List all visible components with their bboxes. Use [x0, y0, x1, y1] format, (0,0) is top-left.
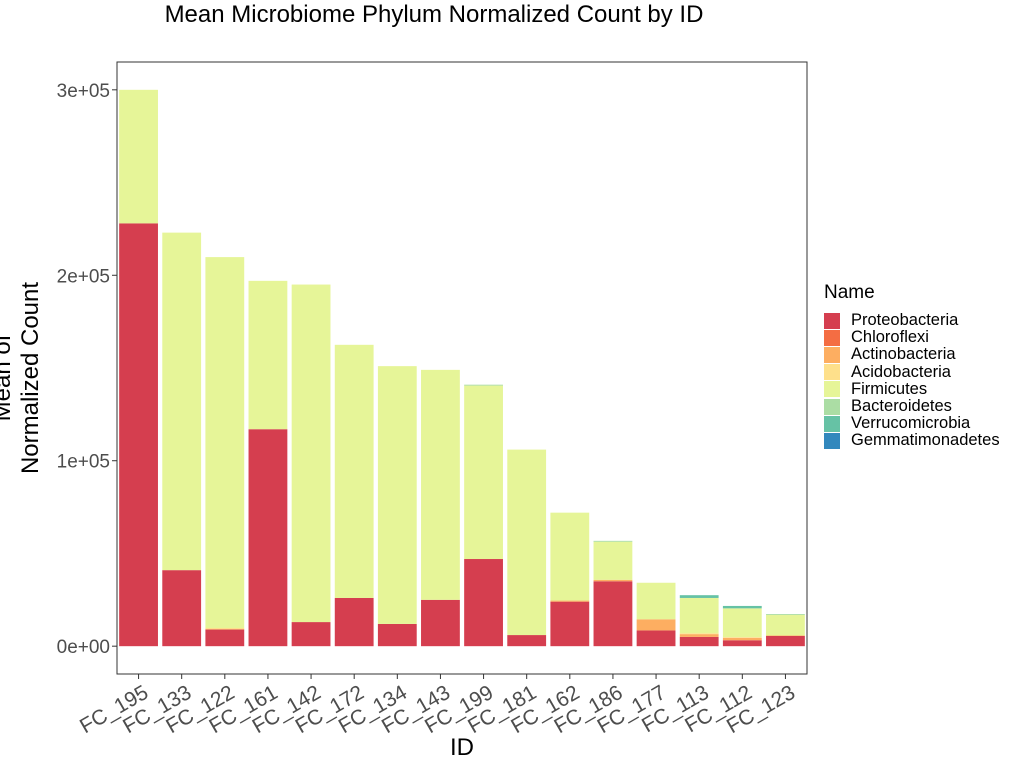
legend-item-firmicutes: Firmicutes [824, 379, 1000, 398]
panel-border [116, 61, 808, 675]
legend-label: Bacteroidetes [851, 397, 952, 416]
legend-item-proteobacteria: Proteobacteria [824, 312, 1000, 329]
bar-segment-fc-123-actinobacteria [766, 635, 805, 636]
bar-segment-fc-142-firmicutes [291, 284, 331, 623]
bar-segment-fc-113-actinobacteria [679, 634, 719, 637]
bar-segment-fc-123-firmicutes [766, 615, 805, 636]
bar-segment-fc-177-firmicutes [636, 582, 676, 620]
x-axis-label: ID [450, 734, 474, 761]
bar-segment-fc-162-actinobacteria [550, 600, 590, 602]
legend-items: Proteobacteria Chloroflexi Actinobacteria A… [824, 312, 1000, 450]
y-tick-label: 2e+05 [57, 266, 110, 287]
legend-label: Proteobacteria [851, 311, 959, 330]
legend-item-acidobacteria: Acidobacteria [824, 362, 1000, 381]
chart-title: Mean Microbiome Phylum Normalized Count … [164, 1, 704, 28]
legend: Name Proteobacteria Chloroflexi Actinobact… [824, 282, 1000, 450]
bar-segment-fc-172-proteobacteria [334, 597, 374, 647]
bar-segment-fc-122-firmicutes [205, 257, 245, 629]
bar-segment-fc-134-firmicutes [377, 366, 417, 624]
bar-segment-fc-112-acidobacteria [722, 637, 762, 638]
bar-segment-fc-123-proteobacteria [766, 635, 805, 647]
bar-segment-fc-112-proteobacteria [722, 640, 762, 647]
legend-key [824, 381, 840, 398]
y-tick-label: 3e+05 [57, 81, 110, 102]
legend-label: Acidobacteria [851, 362, 951, 381]
legend-key [824, 329, 840, 346]
bar-segment-fc-112-actinobacteria [722, 637, 762, 641]
bar-segment-fc-162-proteobacteria [550, 601, 590, 647]
bar-segment-fc-172-firmicutes [334, 344, 374, 598]
bar-segment-fc-162-firmicutes [550, 512, 590, 601]
bar-segment-fc-112-firmicutes [722, 608, 762, 638]
bar-segment-fc-181-firmicutes [507, 449, 547, 636]
legend-item-actinobacteria: Actinobacteria [824, 346, 1000, 363]
y-tick-label: 0e+00 [57, 637, 110, 658]
bars-layer [119, 89, 805, 647]
bar-segment-fc-199-proteobacteria [464, 559, 503, 647]
legend-label: Verrucomicrobia [851, 414, 971, 433]
legend-title: Name [824, 282, 875, 303]
legend-key [824, 415, 840, 432]
bar-segment-fc-113-verrucomicrobia [679, 595, 719, 598]
y-axis: 0e+00 1e+05 2e+05 3e+05 [57, 81, 117, 658]
bar-segment-fc-123-bacteroidetes [766, 614, 805, 616]
legend-label: Gemmatimonadetes [851, 431, 1000, 450]
bar-segment-fc-199-firmicutes [464, 385, 503, 560]
legend-item-bacteroidetes: Bacteroidetes [824, 398, 1000, 415]
bar-segment-fc-122-proteobacteria [205, 629, 245, 647]
legend-key [824, 432, 840, 449]
bar-segment-fc-195-proteobacteria [119, 223, 158, 647]
bar-segment-fc-186-proteobacteria [593, 581, 633, 647]
x-axis: FC_195FC_133FC_122FC_161FC_142FC_172FC_1… [76, 674, 799, 738]
bar-segment-fc-143-firmicutes [421, 369, 460, 600]
bar-segment-fc-177-actinobacteria [636, 619, 676, 631]
bar-segment-fc-195-firmicutes [119, 89, 158, 224]
y-tick-label: 1e+05 [57, 452, 110, 473]
legend-item-verrucomicrobia: Verrucomicrobia [824, 415, 1000, 432]
legend-item-chloroflexi: Chloroflexi [824, 329, 1000, 346]
bar-segment-fc-133-firmicutes [162, 232, 202, 571]
bar-segment-fc-199-bacteroidetes [464, 384, 503, 386]
y-axis-label: Mean of Normalized Count [0, 281, 44, 475]
bar-segment-fc-161-proteobacteria [248, 429, 288, 647]
bar-segment-fc-186-actinobacteria [593, 579, 633, 582]
bar-segment-fc-143-proteobacteria [421, 599, 460, 647]
bar-segment-fc-113-firmicutes [679, 597, 719, 634]
bar-segment-fc-113-proteobacteria [679, 636, 719, 647]
bar-segment-fc-133-proteobacteria [162, 570, 202, 647]
bar-segment-fc-112-verrucomicrobia [722, 605, 762, 609]
bar-segment-fc-113-acidobacteria [679, 633, 719, 635]
legend-key [824, 398, 840, 415]
legend-label: Firmicutes [851, 379, 928, 398]
legend-label: Chloroflexi [851, 328, 929, 347]
legend-key [824, 312, 840, 329]
bar-segment-fc-186-bacteroidetes [593, 540, 633, 542]
bar-segment-fc-142-proteobacteria [291, 622, 331, 647]
bar-segment-fc-181-proteobacteria [507, 635, 547, 647]
legend-item-gemmatimonadetes: Gemmatimonadetes [824, 432, 1000, 449]
bar-segment-fc-122-acidobacteria [205, 628, 245, 630]
bar-segment-fc-177-proteobacteria [636, 630, 676, 647]
legend-key [824, 346, 840, 363]
bar-segment-fc-134-proteobacteria [377, 623, 417, 647]
bar-segment-fc-186-firmicutes [593, 541, 633, 580]
bar-segment-fc-161-firmicutes [248, 280, 288, 430]
legend-key [824, 364, 840, 381]
legend-label: Actinobacteria [851, 345, 956, 364]
